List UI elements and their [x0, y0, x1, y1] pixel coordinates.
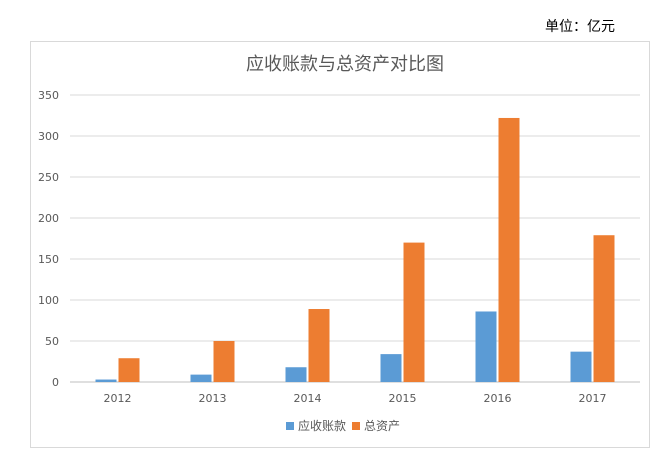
y-tick-label: 350 [38, 89, 59, 102]
y-tick-label: 250 [38, 171, 59, 184]
unit-label: 单位：亿元 [545, 19, 615, 35]
y-tick-label: 200 [38, 212, 59, 225]
bar-series-0 [380, 354, 402, 382]
legend: 应收账款 总资产 [286, 418, 400, 433]
bar-series-0 [95, 379, 117, 382]
bar-series-1 [118, 358, 140, 382]
x-tick-label: 2016 [484, 392, 512, 405]
bar-series-1 [213, 341, 235, 382]
bar-series-0 [285, 367, 307, 382]
y-tick-label: 0 [52, 376, 59, 389]
y-tick-label: 150 [38, 253, 59, 266]
legend-label-1: 总资产 [364, 419, 400, 433]
x-tick-label: 2013 [199, 392, 227, 405]
y-tick-label: 50 [45, 335, 59, 348]
legend-swatch-0 [286, 422, 294, 430]
chart-title: 应收账款与总资产对比图 [246, 54, 444, 75]
gridlines [70, 94, 640, 383]
x-tick-label: 2014 [294, 392, 322, 405]
bar-series-1 [308, 309, 330, 382]
bar-series-0 [475, 311, 497, 382]
bar-series-1 [498, 117, 520, 383]
x-axis-ticks: 2012 2013 2014 2015 2016 2017 [104, 392, 607, 405]
x-tick-label: 2012 [104, 392, 132, 405]
bar-series-0 [190, 374, 212, 382]
y-tick-label: 100 [38, 294, 59, 307]
bar-series-0 [570, 351, 592, 382]
bar-series-1 [593, 235, 615, 382]
legend-label-0: 应收账款 [298, 418, 346, 433]
legend-swatch-1 [352, 422, 360, 430]
bar-series-1 [403, 242, 425, 382]
y-tick-label: 300 [38, 130, 59, 143]
x-tick-label: 2017 [579, 392, 607, 405]
x-tick-label: 2015 [389, 392, 417, 405]
bars [95, 117, 615, 383]
y-axis-ticks: 0 50 100 150 200 250 300 350 [38, 89, 59, 389]
